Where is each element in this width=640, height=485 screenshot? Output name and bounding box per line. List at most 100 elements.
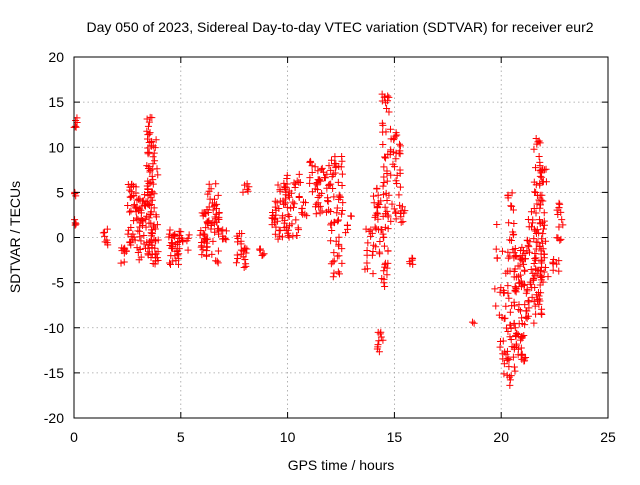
data-point [558, 216, 566, 224]
data-point [204, 208, 212, 216]
data-point [318, 164, 326, 172]
data-point [379, 121, 387, 129]
data-point [381, 283, 389, 291]
data-point [294, 224, 302, 232]
data-point [535, 300, 543, 308]
data-point [177, 228, 185, 236]
data-point [347, 212, 355, 220]
data-point [504, 282, 512, 290]
data-point [272, 206, 280, 214]
data-point [295, 178, 303, 186]
data-point [380, 173, 388, 181]
data-point [278, 233, 286, 241]
data-point [512, 252, 520, 260]
data-point [329, 273, 337, 281]
data-point [380, 233, 388, 241]
data-point [279, 212, 287, 220]
data-point [154, 171, 162, 179]
data-point [149, 180, 157, 188]
data-point [144, 185, 152, 193]
data-point [338, 182, 346, 190]
data-point [368, 251, 376, 259]
data-point [148, 196, 156, 204]
data-point [198, 251, 206, 259]
data-point [533, 200, 541, 208]
data-point [510, 302, 518, 310]
data-point [389, 160, 397, 168]
data-point [204, 190, 212, 198]
data-point [147, 219, 155, 227]
data-point [396, 142, 404, 150]
data-point [135, 205, 143, 213]
data-point [205, 217, 213, 225]
data-point [218, 235, 226, 243]
data-point [535, 229, 543, 237]
data-point [152, 136, 160, 144]
data-point [283, 203, 291, 211]
data-point [327, 219, 335, 227]
data-point [314, 199, 322, 207]
data-point [532, 164, 540, 172]
data-point [368, 229, 376, 237]
data-point [213, 204, 221, 212]
data-point [242, 249, 250, 257]
data-point [200, 230, 208, 238]
data-point [382, 128, 390, 136]
data-point [369, 192, 377, 200]
data-point [134, 249, 142, 257]
data-point [151, 157, 159, 165]
data-point [327, 221, 335, 229]
data-point [285, 233, 293, 241]
data-point [148, 165, 156, 173]
data-point [492, 245, 500, 253]
data-point [374, 341, 382, 349]
data-point [327, 260, 335, 268]
data-point [378, 274, 386, 282]
data-point [525, 298, 533, 306]
data-point [374, 215, 382, 223]
data-point [276, 232, 284, 240]
data-point [389, 148, 397, 156]
data-point [509, 353, 517, 361]
data-point [502, 302, 510, 310]
data-point [73, 114, 81, 122]
data-point [396, 150, 404, 158]
x-tick-label: 5 [177, 429, 185, 445]
data-point [210, 220, 218, 228]
data-point [373, 209, 381, 217]
data-point [132, 189, 140, 197]
data-point [214, 259, 222, 267]
data-point [142, 223, 150, 231]
data-point [522, 354, 530, 362]
data-point [207, 185, 215, 193]
data-point [327, 207, 335, 215]
data-point [201, 209, 209, 217]
data-point [271, 197, 279, 205]
data-point [528, 293, 536, 301]
data-point [143, 127, 151, 135]
data-point [316, 176, 324, 184]
data-point [295, 170, 303, 178]
data-point [536, 220, 544, 228]
data-point [330, 193, 338, 201]
data-point [126, 208, 134, 216]
data-point [331, 153, 339, 161]
data-point [383, 271, 391, 279]
y-tick-label: -15 [44, 365, 64, 381]
data-point [147, 254, 155, 262]
data-point [274, 235, 282, 243]
data-point [285, 213, 293, 221]
data-point [496, 338, 504, 346]
data-point [148, 137, 156, 145]
data-point [282, 223, 290, 231]
data-point [154, 236, 162, 244]
data-point [212, 180, 220, 188]
data-point [506, 252, 514, 260]
data-point [222, 227, 230, 235]
data-point [530, 319, 538, 327]
data-point [540, 250, 548, 258]
data-point [524, 237, 532, 245]
data-point [521, 301, 529, 309]
data-point [396, 140, 404, 148]
data-point [508, 202, 516, 210]
